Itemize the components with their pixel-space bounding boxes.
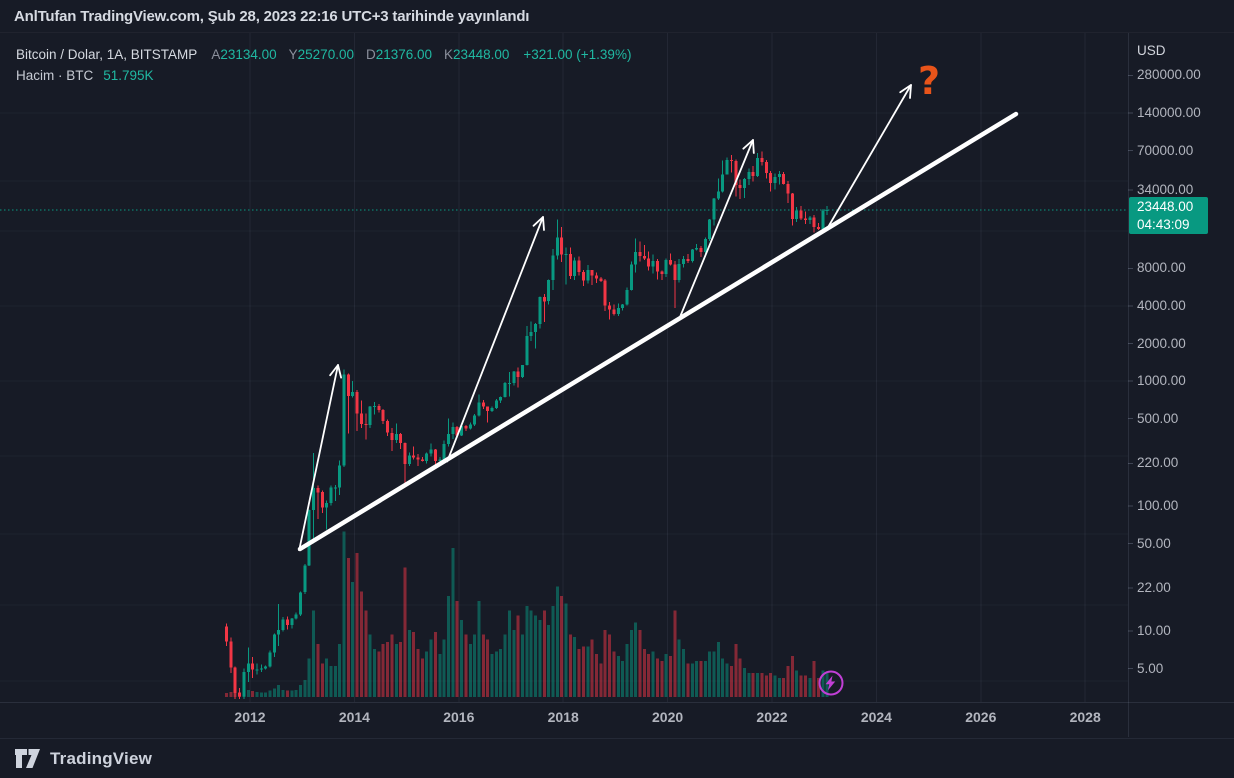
legend-symbol-row: Bitcoin / Dolar, 1A, BITSTAMP A 23134.00 … bbox=[16, 44, 631, 65]
tradingview-logo-icon[interactable] bbox=[14, 748, 41, 769]
price-tick-label: 140000.00 bbox=[1137, 105, 1201, 121]
year-tick-label: 2024 bbox=[860, 709, 892, 725]
year-tick-label: 2012 bbox=[234, 709, 266, 725]
year-tick-label: 2022 bbox=[756, 709, 788, 725]
boost-button[interactable] bbox=[816, 668, 846, 698]
year-tick-label: 2018 bbox=[547, 709, 579, 725]
last-price-value: 23448.00 bbox=[1137, 199, 1194, 214]
change-value: +321.00 (+1.39%) bbox=[523, 47, 632, 62]
volume-label: Hacim · BTC bbox=[16, 68, 94, 83]
price-tick-label: 4000.00 bbox=[1137, 297, 1186, 313]
high-value: Y 25270.00 bbox=[288, 47, 354, 62]
price-tick-label: 2000.00 bbox=[1137, 335, 1186, 351]
price-tick-label: 1000.00 bbox=[1137, 373, 1186, 389]
low-value: D 21376.00 bbox=[365, 47, 433, 62]
price-tick-label: 280000.00 bbox=[1137, 67, 1201, 83]
year-tick-label: 2016 bbox=[443, 709, 475, 725]
price-tick-label: 5.00 bbox=[1137, 660, 1164, 676]
year-tick-label: 2014 bbox=[338, 709, 370, 725]
symbol-title: Bitcoin / Dolar, 1A, BITSTAMP bbox=[16, 47, 198, 62]
price-tick-label: 500.00 bbox=[1137, 410, 1179, 426]
year-tick-label: 2020 bbox=[652, 709, 684, 725]
publication-text: AnlTufan TradingView.com, Şub 28, 2023 2… bbox=[14, 7, 530, 25]
price-tick-label: 50.00 bbox=[1137, 535, 1171, 551]
lightning-icon bbox=[818, 670, 844, 696]
brand-footer: TradingView bbox=[0, 738, 1234, 778]
bar-countdown: 04:43:09 bbox=[1137, 217, 1190, 232]
price-tick-label: 220.00 bbox=[1137, 455, 1179, 471]
price-tick-label: 70000.00 bbox=[1137, 142, 1194, 158]
year-tick-label: 2026 bbox=[965, 709, 997, 725]
legend-volume-row: Hacim · BTC 51.795K bbox=[16, 65, 631, 86]
price-tick-label: 10.00 bbox=[1137, 622, 1171, 638]
currency-label: USD bbox=[1137, 43, 1166, 58]
price-tick-label: 8000.00 bbox=[1137, 260, 1186, 276]
open-value: A 23134.00 bbox=[211, 47, 277, 62]
brand-name[interactable]: TradingView bbox=[50, 748, 153, 768]
price-tick-label: 34000.00 bbox=[1137, 181, 1194, 197]
price-tick-label: 22.00 bbox=[1137, 580, 1171, 596]
last-price-badge: 23448.00 04:43:09 bbox=[1129, 197, 1208, 234]
price-tick-label: 100.00 bbox=[1137, 498, 1179, 514]
volume-value: 51.795K bbox=[103, 68, 154, 83]
question-mark-annotation: ? bbox=[917, 59, 941, 103]
year-tick-label: 2028 bbox=[1069, 709, 1101, 725]
publication-header: AnlTufan TradingView.com, Şub 28, 2023 2… bbox=[0, 0, 1234, 33]
close-value: K 23448.00 bbox=[444, 47, 510, 62]
chart-legend: Bitcoin / Dolar, 1A, BITSTAMP A 23134.00 … bbox=[16, 44, 631, 86]
